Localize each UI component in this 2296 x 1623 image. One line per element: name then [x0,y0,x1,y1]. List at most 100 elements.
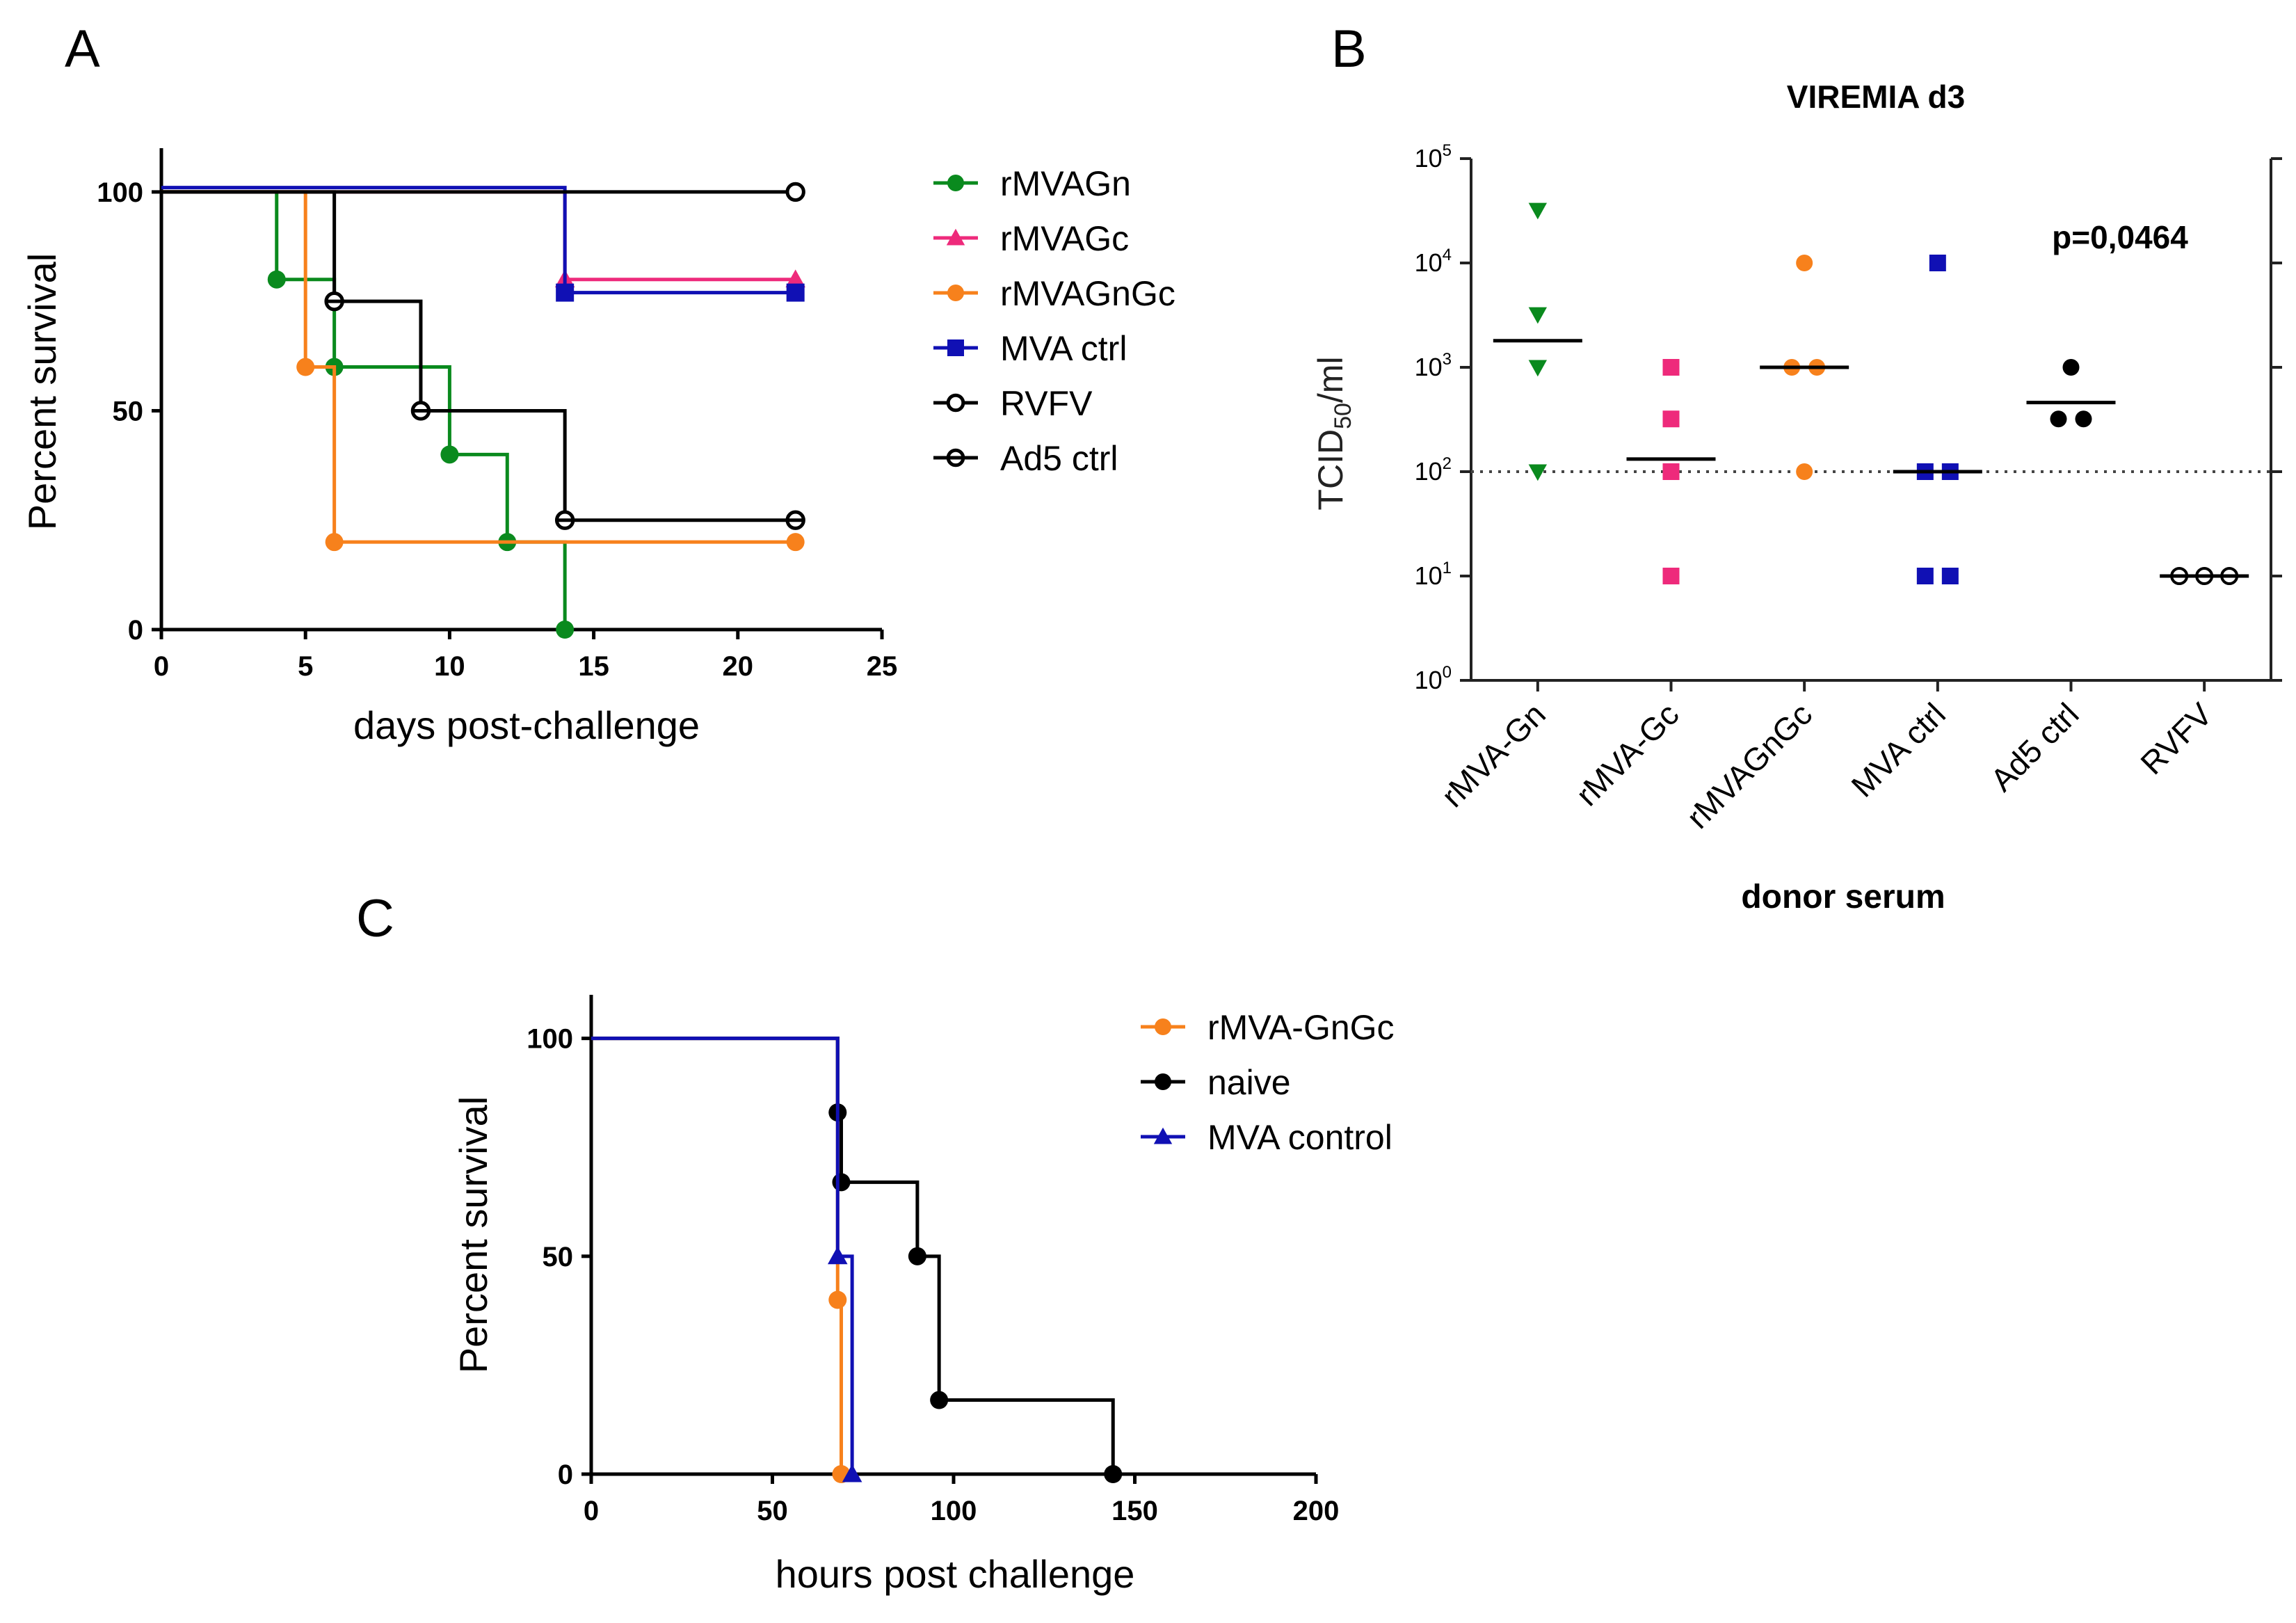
y-tick-label: 104 [1415,246,1452,277]
data-point-naive [832,1173,851,1192]
panel-c-x-axis-label: hours post challenge [776,1552,1135,1596]
data-point-rmva-gc [1662,359,1680,376]
y-tick-label: 50 [543,1242,574,1272]
y-tick-label: 0 [128,615,143,646]
x-tick-label-rmva-gn: rMVA-Gn [1434,696,1552,814]
data-point-mva-ctrl [786,283,805,302]
y-tick-label: 50 [113,396,144,426]
panel-b-y-axis-label: TCID50/ml [1311,356,1356,510]
data-point-naive [1104,1465,1123,1483]
data-point-rmvagngc [1796,255,1813,271]
panel-label-c: C [356,889,394,948]
series-line-rmva-gngc [591,1037,843,1474]
x-tick-label: 20 [723,651,754,682]
panel-b-p-value: p=0,0464 [2052,219,2188,255]
legend-label-naive: naive [1207,1063,1291,1102]
data-point-rmva-gngc [828,1290,847,1309]
data-point-ad5-ctrl [2062,359,2080,376]
legend-label-ad5-ctrl: Ad5 ctrl [1000,439,1118,478]
data-point-rmvagc [785,269,805,288]
panel-a-axes: 0 5 10 15 20 25 0 50 100 [97,148,897,682]
data-point-mva-ctrl [556,283,575,302]
y-tick-label: 0 [558,1460,573,1490]
panel-a-legend: rMVAGn rMVAGc rMVAGnGc MVA ctrl RVFV Ad5 ctrl [933,164,1175,478]
data-point-ad5-ctrl [2050,410,2067,428]
data-point-rmvagn [440,445,459,464]
data-point-mva-control [827,1246,848,1265]
y-tick-label: 100 [527,1024,573,1055]
data-point-mva-ctrl [1929,255,1946,271]
y-tick-label: 100 [97,177,143,208]
x-tick-label: 200 [1293,1496,1340,1526]
y-tick-label: 101 [1415,559,1452,590]
y-tick-label: 103 [1415,350,1452,381]
x-tick-label: 50 [757,1496,788,1526]
series-line-rmvagc [161,190,796,282]
x-tick-label: 5 [298,651,313,682]
legend-marker-rmvagn [947,175,964,191]
x-tick-label: 15 [578,651,609,682]
panel-b-x-axis-label: donor serum [1741,879,1945,916]
panel-c-legend: rMVA-GnGc naive MVA control [1141,1008,1395,1157]
panel-a-survival-chart: 0 5 10 15 20 25 0 50 100 days post-challenge Per… [20,148,1175,747]
data-point-rvfv [785,182,805,202]
x-tick-label-mva-ctrl: MVA ctrl [1844,696,1952,803]
x-tick-label-rmvagngc: rMVAGnGc [1680,696,1820,836]
legend-label-mva-control: MVA control [1207,1118,1392,1157]
legend-label-rvfv: RVFV [1000,384,1093,423]
series-line-mva-control [591,1037,854,1474]
x-tick-label: 0 [584,1496,599,1526]
panel-label-b: B [1331,19,1367,79]
legend-marker-rmvagc [946,228,965,246]
series-line-ad5-ctrl [161,190,796,522]
panel-b-points [1493,202,2249,585]
data-point-rmvagngc [1796,463,1813,480]
x-tick-label: 150 [1111,1496,1158,1526]
y-tick-label: 102 [1415,454,1452,486]
legend-marker-ad5-ctrl [946,448,965,467]
panel-b-title: VIREMIA d3 [1787,79,1965,115]
data-point-ad5-ctrl [554,510,575,530]
legend-label-rmvagc: rMVAGc [1000,219,1129,258]
x-tick-label: 25 [867,651,898,682]
data-point-naive [930,1391,949,1409]
series-line-mva-ctrl [161,186,796,295]
x-tick-label: 10 [434,651,465,682]
legend-label-mva-ctrl: MVA ctrl [1000,329,1127,368]
panel-a-series [161,182,805,639]
x-tick-label-ad5-ctrl: Ad5 ctrl [1984,696,2086,798]
legend-label-rmvagn: rMVAGn [1000,164,1131,203]
data-point-mva-control [842,1464,862,1482]
data-point-rmvagngc [786,533,805,552]
panel-c-series [591,1037,1316,1483]
panel-c-axes: 0 50 100 150 200 0 50 100 [527,995,1339,1526]
data-point-rmva-gc [1662,568,1680,584]
data-point-rmvagn [267,270,286,289]
data-point-mva-ctrl [1941,568,1959,584]
data-point-ad5-ctrl [410,401,431,421]
data-point-rmvagngc [325,533,344,552]
data-point-ad5-ctrl [324,291,344,312]
data-point-rmva-gn [1528,202,1548,220]
panel-c-y-axis-label: Percent survival [451,1096,495,1373]
data-point-rmva-gn [1528,307,1548,324]
data-point-ad5-ctrl [785,510,805,530]
legend-marker-naive [1155,1073,1171,1090]
data-point-ad5-ctrl [2075,410,2092,428]
data-point-rmvagn [556,621,575,639]
legend-marker-rmva-gngc [1155,1018,1171,1035]
panel-a-x-axis-label: days post-challenge [353,703,700,747]
x-tick-label-rmva-gc: rMVA-Gc [1569,696,1686,813]
x-tick-label: 0 [154,651,169,682]
legend-marker-mva-ctrl [947,339,964,356]
data-point-naive [908,1247,926,1265]
data-point-rmvagngc [296,358,315,376]
legend-label-rmvagngc: rMVAGnGc [1000,274,1175,313]
series-line-naive [591,1037,1316,1476]
data-point-rmva-gn [1528,464,1548,481]
legend-label-rmva-gngc: rMVA-GnGc [1207,1008,1395,1047]
data-point-rmva-gc [1662,410,1680,428]
